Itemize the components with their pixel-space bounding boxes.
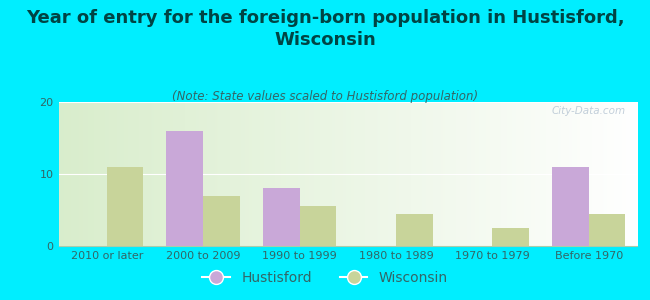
Bar: [263, 188, 300, 246]
Text: (Note: State values scaled to Hustisford population): (Note: State values scaled to Hustisford…: [172, 90, 478, 103]
Bar: [166, 131, 203, 246]
Bar: [493, 228, 529, 246]
Text: City-Data.com: City-Data.com: [551, 106, 625, 116]
Bar: [396, 214, 433, 246]
Bar: [107, 167, 144, 246]
Bar: [300, 206, 336, 246]
Bar: [203, 196, 240, 246]
Bar: [589, 214, 625, 246]
Legend: Hustisford, Wisconsin: Hustisford, Wisconsin: [197, 265, 453, 290]
Bar: [552, 167, 589, 246]
Text: Year of entry for the foreign-born population in Hustisford,
Wisconsin: Year of entry for the foreign-born popul…: [26, 9, 624, 49]
